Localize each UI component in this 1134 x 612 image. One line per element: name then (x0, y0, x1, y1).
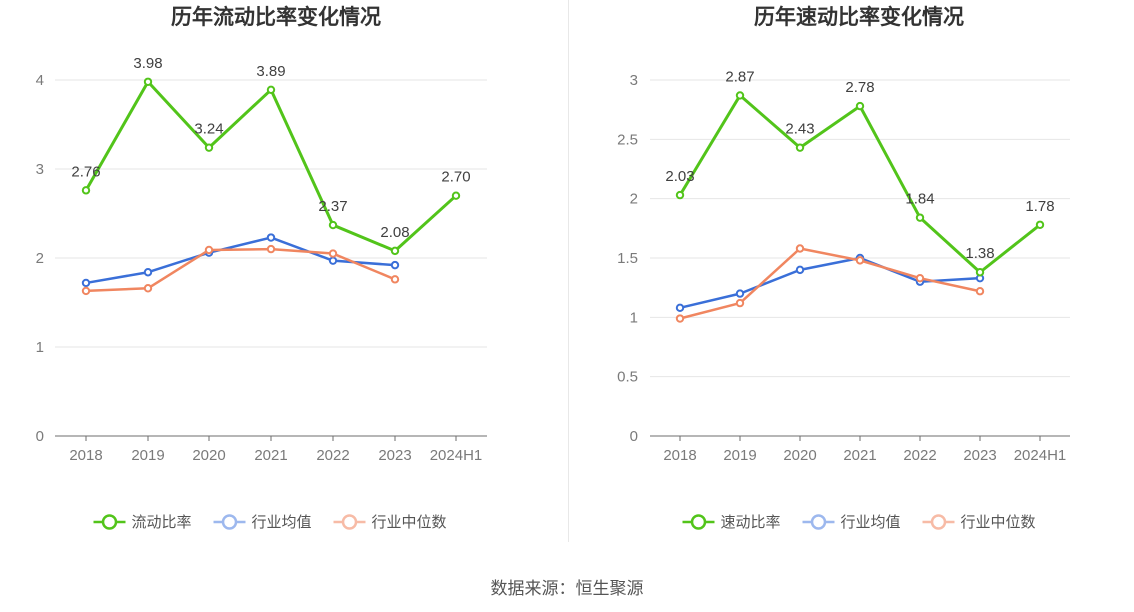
data-point (81, 186, 91, 195)
current-ratio-chart: 历年流动比率变化情况 0 1 2 3 4 2018 2019 2020 2021 2022 2023 2… (0, 0, 567, 560)
x-tick-label: 2024H1 (1014, 447, 1067, 464)
data-label: 2.08 (380, 224, 409, 241)
quick-ratio-chart: 历年速动比率变化情况 0 0.5 1 1.5 2 2.5 3 2018 2019 2020 2021 2… (567, 0, 1134, 560)
legend-label: 流动比率 (132, 514, 192, 531)
y-tick-label: 2 (36, 250, 44, 267)
data-point (855, 101, 865, 111)
legend-marker (101, 514, 118, 530)
data-label: 2.70 (441, 169, 470, 186)
data-label: 3.98 (133, 55, 162, 72)
current-ratio-chart-svg: 历年流动比率变化情况 0 1 2 3 4 2018 2019 2020 2021 2022 2023 2… (36, 5, 487, 531)
legend-marker (341, 514, 358, 530)
x-tick-label: 2024H1 (430, 447, 483, 464)
data-point (204, 143, 214, 152)
data-label: 3.24 (194, 121, 223, 138)
legend-label: 行业中位数 (961, 514, 1036, 531)
data-source-note: 数据来源：恒生聚源 (490, 579, 644, 598)
data-point (390, 260, 400, 270)
x-tick-label: 2022 (316, 447, 349, 464)
chart-title: 历年速动比率变化情况 (754, 5, 964, 29)
data-label: 1.38 (965, 245, 994, 262)
legend-label: 速动比率 (721, 514, 781, 531)
data-point (975, 287, 985, 296)
y-tick-label: 2.5 (617, 131, 638, 148)
data-point (735, 289, 745, 298)
data-label: 2.03 (665, 168, 694, 185)
legend-label: 行业中位数 (372, 514, 447, 531)
data-point (266, 244, 276, 254)
data-point (795, 143, 805, 152)
data-label: 1.78 (1025, 198, 1054, 215)
legend-label: 行业均值 (252, 514, 312, 531)
data-point (81, 278, 91, 288)
data-label: 2.76 (71, 163, 100, 180)
y-tick-label: 0 (630, 428, 638, 445)
series-line (679, 247, 981, 320)
data-label: 2.87 (725, 68, 754, 85)
data-label: 2.43 (785, 121, 814, 138)
legend-marker (810, 514, 827, 530)
data-point (915, 213, 925, 222)
chart-title: 历年流动比率变化情况 (171, 5, 381, 29)
data-point (328, 249, 338, 258)
data-point (795, 244, 805, 253)
data-point (1035, 220, 1045, 229)
x-tick-label: 2021 (254, 447, 287, 464)
data-label: 2.78 (845, 79, 874, 96)
y-tick-label: 1 (630, 309, 638, 326)
series-line (85, 236, 396, 285)
data-point (204, 245, 214, 255)
data-label: 3.89 (256, 63, 285, 80)
data-label: 2.37 (318, 198, 347, 215)
data-point (975, 268, 985, 277)
data-point (143, 77, 153, 86)
y-tick-label: 1.5 (617, 250, 638, 267)
y-tick-label: 1 (36, 339, 44, 356)
x-tick-label: 2021 (843, 447, 876, 464)
data-point (143, 268, 153, 277)
data-point (390, 275, 400, 284)
data-point (855, 256, 865, 265)
y-tick-label: 0.5 (617, 369, 638, 386)
data-point (795, 265, 805, 275)
data-point (451, 191, 461, 200)
series-line (679, 256, 981, 310)
data-point (328, 256, 338, 265)
data-point (675, 190, 685, 200)
panel-divider (568, 0, 569, 542)
legend-label: 行业均值 (841, 514, 901, 531)
y-tick-label: 0 (36, 428, 44, 445)
quick-ratio-chart-svg: 历年速动比率变化情况 0 0.5 1 1.5 2 2.5 3 2018 2019 2020 2021 2… (617, 5, 1070, 531)
data-point (266, 85, 276, 94)
data-label: 1.84 (905, 191, 934, 208)
x-tick-label: 2019 (131, 447, 164, 464)
data-point (81, 286, 91, 296)
x-tick-label: 2023 (378, 447, 411, 464)
data-point (143, 284, 153, 293)
x-tick-label: 2018 (663, 447, 696, 464)
data-point (675, 314, 685, 323)
data-point (735, 91, 745, 100)
x-tick-label: 2023 (963, 447, 996, 464)
series-line (85, 247, 396, 293)
legend-marker (221, 514, 238, 530)
y-tick-label: 3 (36, 161, 44, 178)
data-point (915, 273, 925, 283)
x-tick-label: 2020 (192, 447, 225, 464)
data-point (735, 298, 745, 308)
y-tick-label: 4 (36, 72, 44, 89)
y-tick-label: 2 (630, 191, 638, 208)
legend-marker (930, 514, 947, 530)
data-point (675, 303, 685, 313)
x-tick-label: 2022 (903, 447, 936, 464)
x-tick-label: 2019 (723, 447, 756, 464)
legend-marker (690, 514, 707, 530)
data-point (266, 233, 276, 242)
x-tick-label: 2020 (783, 447, 816, 464)
data-point (390, 246, 400, 256)
y-tick-label: 3 (630, 72, 638, 89)
x-tick-label: 2018 (69, 447, 102, 464)
data-point (328, 220, 338, 230)
